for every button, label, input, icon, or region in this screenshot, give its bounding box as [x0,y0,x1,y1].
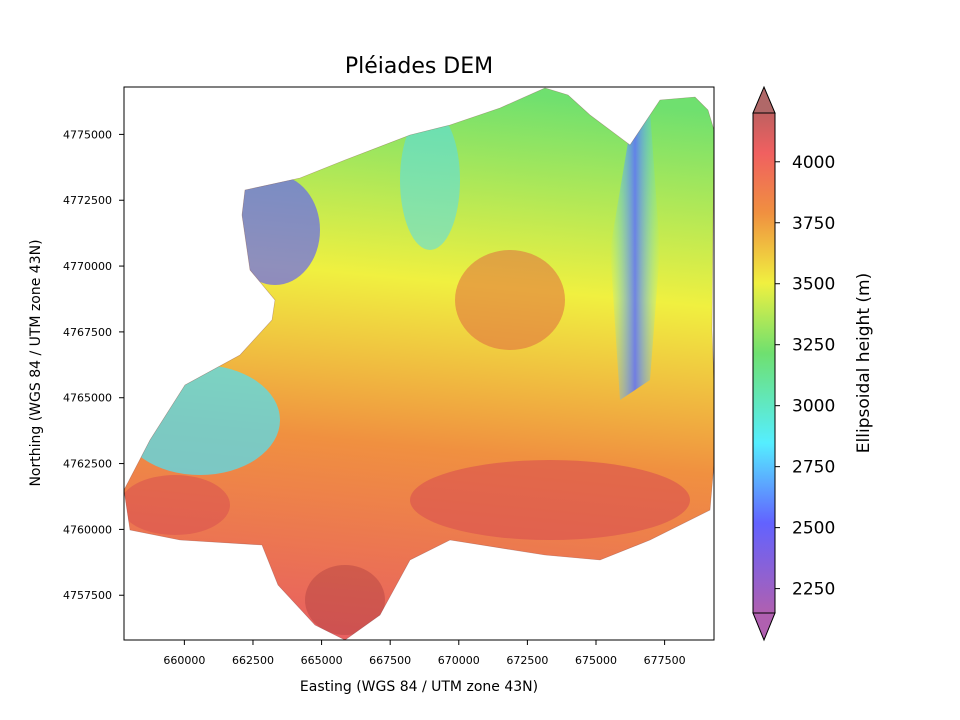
colorbar-ticks: 2250 2500 2750 3000 3250 3500 3750 4000 [775,153,835,600]
y-axis-ticks: 4757500 4760000 4762500 4765000 4767500 47700… [63,128,124,602]
x-tick-label: 672500 [506,654,548,667]
y-tick-label: 4757500 [63,589,112,602]
x-tick-label: 662500 [232,654,274,667]
y-tick-label: 4772500 [63,194,112,207]
x-axis-label: Easting (WGS 84 / UTM zone 43N) [300,679,538,695]
x-tick-label: 660000 [163,654,205,667]
colorbar-tick-label: 3500 [792,275,835,295]
dem-south-ridge [410,460,690,540]
y-tick-label: 4770000 [63,260,112,273]
colorbar-gradient [752,112,776,614]
y-axis-label: Northing (WGS 84 / UTM zone 43N) [28,239,44,486]
x-tick-label: 677500 [644,654,686,667]
colorbar-tick-label: 2500 [792,519,835,539]
y-tick-label: 4762500 [63,458,112,471]
plot-area-frame [123,86,715,641]
x-axis-ticks: 660000 662500 665000 667500 670000 672500 6750… [163,640,686,667]
colorbar-tick-label: 2750 [792,458,835,478]
colorbar-label: Ellipsoidal height (m) [854,273,874,453]
x-tick-label: 675000 [575,654,617,667]
x-tick-label: 667500 [369,654,411,667]
colorbar-tick-label: 3250 [792,336,835,356]
dem-southwest-ridge [124,475,230,535]
dem-south-peak [305,565,385,635]
dem-central-ridge [455,250,565,350]
chart-title: Pléiades DEM [345,54,493,79]
y-tick-label: 4775000 [63,128,112,141]
y-tick-label: 4767500 [63,326,112,339]
y-tick-label: 4765000 [63,392,112,405]
colorbar: 2250 2500 2750 3000 3250 3500 3750 4000 Ellipso… [752,85,874,642]
colorbar-tick-label: 2250 [792,580,835,600]
y-tick-label: 4760000 [63,523,112,536]
dem-north-valley [400,110,460,250]
dem-east-valley [610,110,660,400]
x-tick-label: 670000 [438,654,480,667]
colorbar-extend-low [752,612,776,642]
colorbar-tick-label: 4000 [792,153,835,173]
colorbar-tick-label: 3000 [792,397,835,417]
colorbar-tick-label: 3750 [792,214,835,234]
x-tick-label: 665000 [301,654,343,667]
dem-northwest-low [230,175,320,285]
